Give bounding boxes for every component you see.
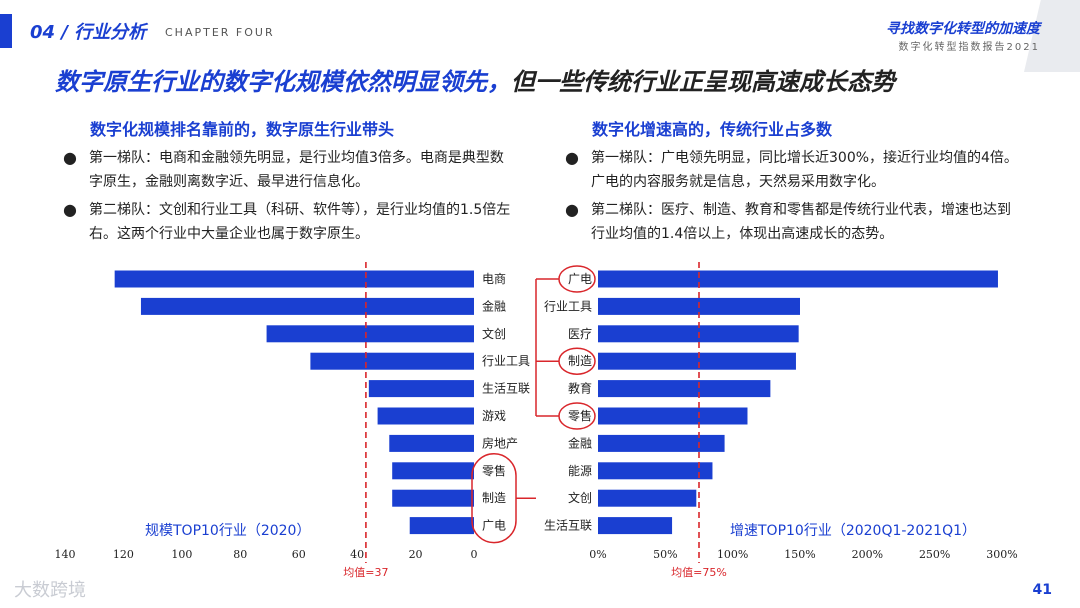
right-bar-8	[598, 462, 713, 480]
left-tick-label: 0	[471, 548, 478, 561]
left-tick-label: 120	[113, 548, 134, 561]
left-tick-label: 100	[171, 548, 192, 561]
right-category-label: 行业工具	[544, 299, 592, 313]
left-category-label: 文创	[482, 326, 506, 341]
right-tick-label: 250%	[919, 548, 950, 561]
right-category-label: 制造	[568, 354, 592, 368]
right-tick-label: 100%	[717, 548, 748, 561]
page-number: 41	[1032, 582, 1052, 598]
report-title: 寻找数字化转型的加速度	[886, 21, 1040, 37]
slide-headline: 数字原生行业的数字化规模依然明显领先，但一些传统行业正呈现高速成长态势	[55, 62, 895, 97]
right-tick-label: 150%	[784, 548, 815, 561]
right-tick-label: 200%	[852, 548, 883, 561]
headline-part1: 数字原生行业的数字化规模依然明显领先，	[55, 68, 511, 96]
right-category-label: 零售	[568, 408, 592, 423]
left-bar-7	[389, 434, 474, 452]
right-tick-label: 0%	[589, 548, 606, 561]
bullet-text: 第二梯队：文创和行业工具（科研、软件等），是行业均值的1.5倍左右。这两个行业中…	[89, 202, 511, 242]
watermark-logo: 大数跨境	[14, 580, 86, 601]
left-category-label: 行业工具	[482, 354, 530, 368]
bullet-text: 第一梯队：电商和金融领先明显，是行业均值3倍多。电商是典型数字原生，金融则离数字…	[89, 150, 504, 190]
left-bar-8	[392, 462, 474, 480]
chapter-subtitle: CHAPTER FOUR	[165, 26, 275, 39]
list-item: ● 第一梯队：电商和金融领先明显，是行业均值3倍多。电商是典型数字原生，金融则离数…	[63, 146, 513, 194]
right-category-label: 教育	[568, 381, 592, 396]
right-chart-caption: 增速TOP10行业（2020Q1-2021Q1）	[730, 523, 976, 539]
left-category-label: 生活互联	[482, 382, 530, 396]
right-bar-4	[598, 352, 796, 370]
right-bar-9	[598, 489, 697, 507]
left-bar-9	[392, 489, 474, 507]
right-category-label: 生活互联	[544, 519, 592, 533]
right-bar-6	[598, 407, 748, 425]
chapter-accent-bar	[0, 14, 12, 48]
right-bar-1	[598, 270, 998, 288]
bullet-text: 第一梯队：广电领先明显，同比增长近300%，接近行业均值的4倍。广电的内容服务就…	[591, 150, 1018, 190]
left-bar-6	[377, 407, 474, 425]
right-tick-label: 50%	[653, 548, 677, 561]
left-tick-label: 20	[409, 548, 423, 561]
left-category-label: 广电	[482, 519, 506, 533]
bullet-icon: ●	[63, 200, 77, 219]
left-bar-10	[409, 517, 474, 535]
right-bar-10	[598, 517, 673, 535]
bullet-icon: ●	[63, 148, 77, 167]
right-mean-label: 均值=75%	[671, 566, 727, 579]
left-mean-label: 均值=37	[343, 566, 388, 579]
left-bar-4	[310, 352, 474, 370]
left-category-label: 零售	[482, 463, 506, 478]
left-bar-2	[140, 297, 474, 315]
left-tick-label: 80	[233, 548, 247, 561]
left-tick-label: 60	[292, 548, 306, 561]
right-category-label: 广电	[568, 272, 592, 286]
right-bullet-list: ● 第一梯队：广电领先明显，同比增长近300%，接近行业均值的4倍。广电的内容服务…	[565, 146, 1020, 250]
left-bar-5	[368, 380, 474, 398]
right-subheading: 数字化增速高的，传统行业占多数	[592, 120, 833, 139]
right-bar-7	[598, 434, 725, 452]
right-bar-5	[598, 380, 771, 398]
left-bullet-list: ● 第一梯队：电商和金融领先明显，是行业均值3倍多。电商是典型数字原生，金融则离数…	[63, 146, 513, 250]
right-category-label: 能源	[568, 464, 592, 478]
left-subheading: 数字化规模排名靠前的，数字原生行业带头	[90, 120, 395, 139]
list-item: ● 第二梯队：文创和行业工具（科研、软件等），是行业均值的1.5倍左右。这两个行业…	[63, 198, 513, 246]
headline-part2: 但一些传统行业正呈现高速成长态势	[511, 68, 895, 96]
left-tick-label: 40	[350, 548, 364, 561]
left-category-label: 电商	[482, 271, 506, 286]
left-category-label: 房地产	[482, 435, 518, 450]
left-bar-1	[114, 270, 475, 288]
right-category-label: 文创	[568, 490, 592, 505]
right-category-label: 医疗	[568, 327, 592, 341]
list-item: ● 第一梯队：广电领先明显，同比增长近300%，接近行业均值的4倍。广电的内容服务…	[565, 146, 1020, 194]
chapter-title: 04 / 行业分析	[30, 22, 147, 43]
left-tick-label: 140	[55, 548, 76, 561]
bullet-icon: ●	[565, 200, 579, 219]
left-category-label: 游戏	[482, 409, 506, 423]
bullet-text: 第二梯队：医疗、制造、教育和零售都是传统行业代表，增速也达到行业均值的1.4倍以…	[591, 202, 1011, 242]
right-tick-label: 300%	[986, 548, 1017, 561]
list-item: ● 第二梯队：医疗、制造、教育和零售都是传统行业代表，增速也达到行业均值的1.4倍…	[565, 198, 1020, 246]
left-category-label: 金融	[482, 298, 506, 313]
right-category-label: 金融	[568, 435, 592, 450]
report-subtitle: 数字化转型指数报告2021	[898, 42, 1040, 53]
left-category-label: 制造	[482, 491, 506, 505]
left-chart-caption: 规模TOP10行业（2020）	[145, 523, 311, 539]
bullet-icon: ●	[565, 148, 579, 167]
left-bar-3	[266, 325, 474, 343]
